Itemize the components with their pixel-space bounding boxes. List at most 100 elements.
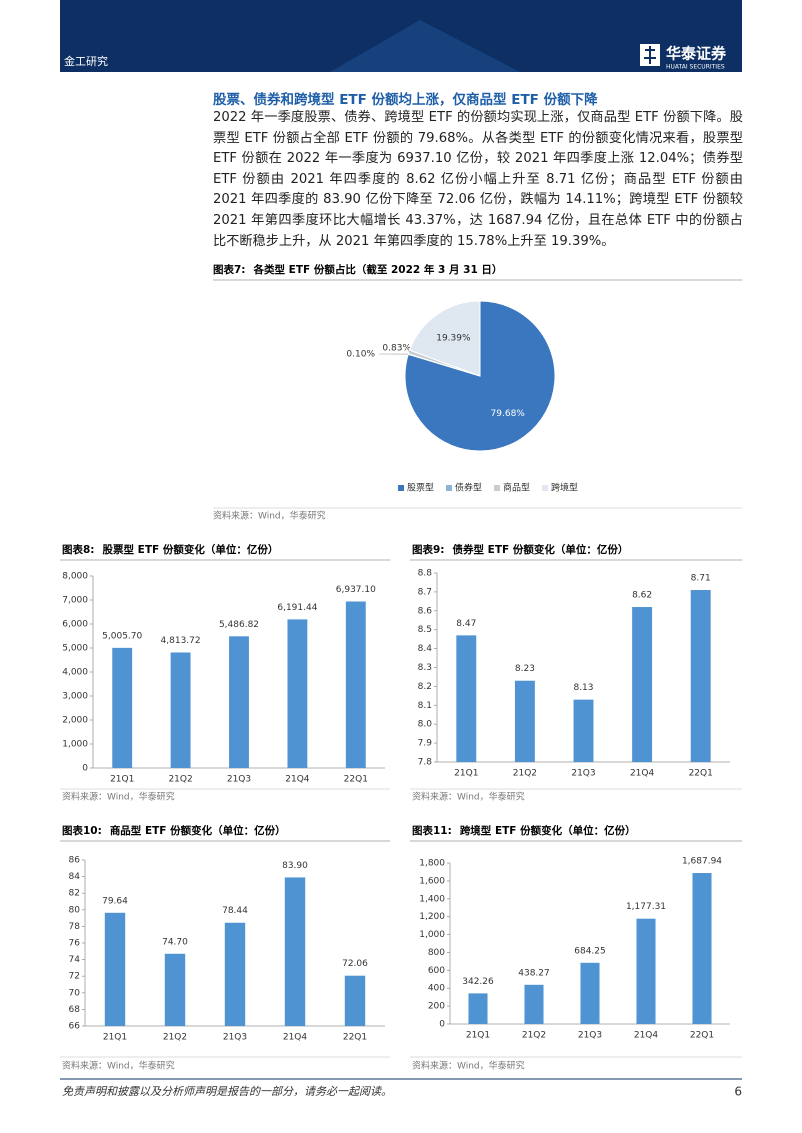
x-tick-label: 21Q4 (630, 769, 655, 779)
y-tick-label: 8.6 (418, 606, 433, 616)
figure-title: 债券型 ETF 份额变化（单位：亿份） (453, 543, 629, 556)
page-number: 6 (734, 1085, 742, 1099)
y-tick-label: 78 (69, 922, 81, 932)
value-label: 83.90 (282, 861, 308, 871)
y-tick-label: 8.0 (418, 720, 433, 730)
x-tick-label: 21Q2 (168, 775, 192, 785)
x-tick-label: 21Q4 (285, 775, 310, 785)
x-tick-label: 22Q1 (690, 1031, 714, 1041)
x-tick-label: 22Q1 (343, 1033, 367, 1043)
y-tick-label: 8.7 (418, 587, 432, 597)
legend-label: 股票型 (407, 483, 434, 494)
y-tick-label: 84 (69, 872, 81, 882)
y-tick-label: 0 (82, 764, 88, 774)
figure-title: 各类型 ETF 份额占比（截至 2022 年 3 月 31 日） (253, 263, 503, 276)
y-tick-label: 8.2 (418, 682, 432, 692)
value-label: 78.44 (222, 906, 248, 916)
figure-number: 图表11: (412, 824, 452, 837)
bar (468, 993, 488, 1024)
value-label: 6,937.10 (336, 585, 376, 595)
y-tick-label: 6,000 (62, 620, 88, 630)
figure-number: 图表7: (213, 263, 246, 276)
bar (170, 652, 191, 768)
value-label: 8.13 (573, 683, 593, 693)
y-tick-label: 7.8 (418, 758, 433, 768)
y-tick-label: 8.5 (418, 625, 432, 635)
bar (573, 699, 594, 762)
bar (692, 873, 712, 1024)
source: 资料来源：Wind，华泰研究 (412, 791, 525, 803)
x-tick-label: 21Q3 (578, 1031, 602, 1041)
legend-swatch (542, 485, 549, 491)
legend-swatch (398, 485, 404, 491)
source: 资料来源：Wind，华泰研究 (62, 1060, 175, 1072)
bar (287, 619, 308, 768)
bar (580, 962, 600, 1024)
slice-label: 0.10% (346, 350, 375, 360)
y-tick-label: 68 (69, 1005, 81, 1015)
y-tick-label: 3,000 (62, 692, 88, 702)
x-tick-label: 21Q2 (513, 769, 537, 779)
x-tick-label: 21Q4 (634, 1031, 659, 1041)
x-tick-label: 21Q2 (163, 1033, 187, 1043)
x-tick-label: 21Q3 (223, 1033, 247, 1043)
bar (632, 607, 653, 762)
bar (104, 912, 126, 1026)
y-tick-label: 66 (69, 1022, 81, 1032)
figure-number: 图表9: (412, 543, 445, 556)
value-label: 8.62 (632, 591, 652, 601)
section-label: 金工研究 (64, 54, 108, 68)
y-tick-label: 1,000 (419, 930, 445, 940)
value-label: 5,486.82 (219, 620, 259, 630)
legend-label: 跨境型 (551, 482, 578, 494)
y-tick-label: 5,000 (62, 644, 88, 654)
heading: 股票、债券和跨境型 ETF 份额均上涨，仅商品型 ETF 份额下降 (213, 91, 598, 108)
bar (284, 877, 306, 1026)
y-tick-label: 8.3 (418, 663, 432, 673)
value-label: 1,687.94 (682, 857, 722, 867)
y-tick-label: 0 (439, 1020, 445, 1030)
y-tick-label: 8.4 (418, 644, 433, 654)
paragraph: 2022 年一季度股票、债券、跨境型 ETF 的份额均实现上涨，仅商品型 ETF… (213, 110, 743, 249)
x-tick-label: 22Q1 (344, 775, 368, 785)
slice-label: 0.83% (382, 344, 411, 354)
bar (524, 984, 544, 1024)
value-label: 79.64 (102, 896, 128, 906)
bar (112, 647, 133, 768)
value-label: 438.27 (518, 968, 550, 978)
x-tick-label: 21Q1 (454, 769, 478, 779)
y-tick-label: 80 (69, 905, 81, 915)
y-tick-label: 72 (69, 972, 80, 982)
logo-mark (644, 46, 656, 64)
figure-title: 跨境型 ETF 份额变化（单位：亿份） (460, 824, 636, 837)
legend-label: 商品型 (503, 482, 530, 494)
bar (224, 922, 246, 1026)
disclaimer: 免责声明和披露以及分析师声明是报告的一部分，请务必一起阅读。 (62, 1085, 392, 1098)
bar (456, 635, 477, 762)
value-label: 4,813.72 (161, 636, 201, 646)
value-label: 74.70 (162, 937, 188, 947)
bar (164, 953, 186, 1026)
y-tick-label: 1,000 (62, 740, 88, 750)
y-tick-label: 4,000 (62, 668, 88, 678)
x-tick-label: 21Q4 (283, 1033, 308, 1043)
value-label: 1,177.31 (626, 902, 666, 912)
y-tick-label: 200 (428, 1002, 445, 1012)
bar (514, 680, 535, 762)
x-tick-label: 21Q2 (522, 1031, 546, 1041)
y-tick-label: 600 (428, 966, 445, 976)
legend-label: 债券型 (455, 482, 482, 494)
y-tick-label: 800 (428, 948, 445, 958)
pie-slice (408, 300, 481, 377)
x-tick-label: 21Q3 (571, 769, 595, 779)
header-decor (330, 20, 520, 72)
value-label: 8.47 (456, 619, 476, 629)
value-label: 72.06 (342, 959, 368, 969)
y-tick-label: 76 (69, 939, 81, 949)
figure-number: 图表8: (62, 543, 95, 556)
bar (229, 636, 249, 768)
source: 资料来源：Wind，华泰研究 (213, 510, 326, 522)
y-tick-label: 2,000 (62, 716, 88, 726)
